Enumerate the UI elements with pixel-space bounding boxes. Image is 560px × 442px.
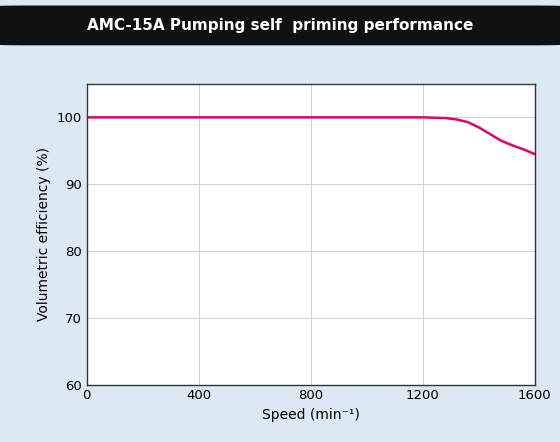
Y-axis label: Volumetric efficiency (%): Volumetric efficiency (%) xyxy=(37,147,51,321)
FancyBboxPatch shape xyxy=(0,6,560,45)
Text: AMC-15A Pumping self  priming performance: AMC-15A Pumping self priming performance xyxy=(87,18,473,33)
X-axis label: Speed (min⁻¹): Speed (min⁻¹) xyxy=(262,408,360,422)
